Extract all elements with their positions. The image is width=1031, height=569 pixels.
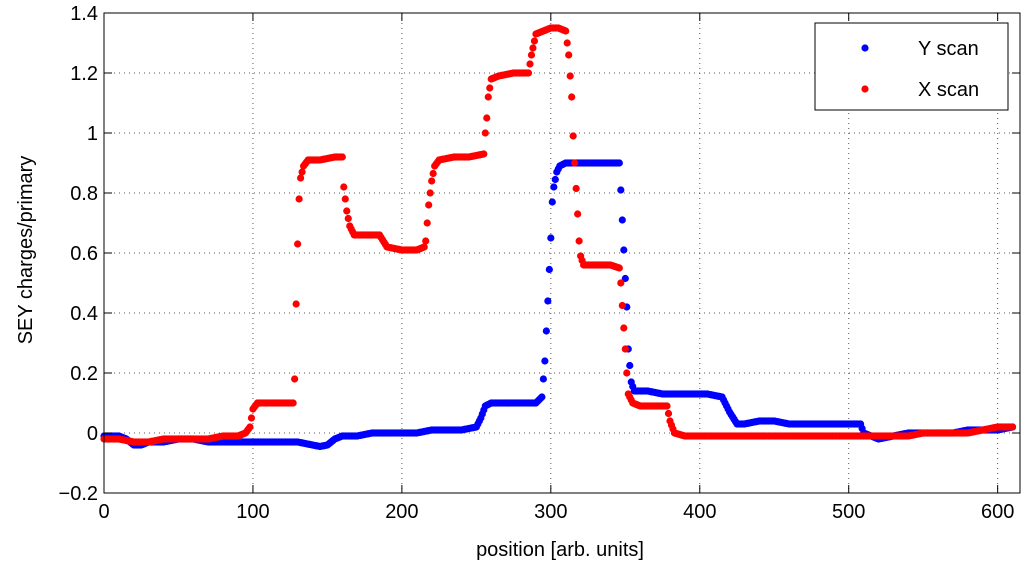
data-point bbox=[546, 266, 553, 273]
legend-label-y-scan: Y scan bbox=[918, 38, 979, 60]
y-tick-label: 0.4 bbox=[70, 303, 98, 325]
data-point bbox=[616, 264, 623, 271]
data-point bbox=[290, 399, 297, 406]
data-point bbox=[541, 357, 548, 364]
data-point bbox=[424, 219, 431, 226]
x-axis-label: position [arb. units] bbox=[476, 539, 644, 561]
data-point bbox=[291, 375, 298, 382]
data-point bbox=[529, 44, 536, 51]
y-tick-label: −0.2 bbox=[59, 483, 98, 505]
data-point bbox=[619, 216, 626, 223]
legend: Y scan X scan bbox=[815, 23, 1008, 110]
data-point bbox=[528, 51, 535, 58]
data-point bbox=[626, 362, 633, 369]
y-tick-label: 1.2 bbox=[70, 63, 98, 85]
data-point bbox=[540, 375, 547, 382]
data-point bbox=[246, 423, 253, 430]
x-tick-label: 500 bbox=[832, 501, 865, 523]
data-point bbox=[576, 237, 583, 244]
data-point bbox=[567, 72, 574, 79]
y-tick-label: 1 bbox=[87, 123, 98, 145]
data-point bbox=[485, 93, 492, 100]
x-tick-label: 100 bbox=[236, 501, 269, 523]
data-point bbox=[617, 279, 624, 286]
data-point bbox=[538, 393, 545, 400]
data-point bbox=[665, 410, 672, 417]
data-point bbox=[421, 243, 428, 250]
data-point bbox=[345, 215, 352, 222]
data-point bbox=[486, 84, 493, 91]
data-point bbox=[547, 234, 554, 241]
data-point bbox=[293, 300, 300, 307]
data-point bbox=[552, 176, 559, 183]
data-point bbox=[544, 297, 551, 304]
data-point bbox=[422, 237, 429, 244]
data-point bbox=[296, 195, 303, 202]
x-tick-label: 400 bbox=[683, 501, 716, 523]
data-point bbox=[543, 327, 550, 334]
legend-label-x-scan: X scan bbox=[918, 79, 979, 101]
x-tick-label: 200 bbox=[385, 501, 418, 523]
data-point bbox=[298, 168, 305, 175]
x-tick-label: 300 bbox=[534, 501, 567, 523]
legend-marker-y-scan bbox=[861, 44, 868, 51]
data-point bbox=[571, 159, 578, 166]
data-point bbox=[525, 69, 532, 76]
data-point bbox=[294, 240, 301, 247]
y-axis-label: SEY charges/primary bbox=[15, 156, 37, 345]
x-tick-label: 600 bbox=[981, 501, 1014, 523]
data-point bbox=[663, 402, 670, 409]
y-tick-label: 1.4 bbox=[70, 3, 98, 25]
data-point bbox=[1009, 423, 1016, 430]
data-point bbox=[620, 246, 627, 253]
data-point bbox=[562, 27, 569, 34]
data-point bbox=[343, 207, 350, 214]
data-point bbox=[297, 174, 304, 181]
y-tick-label: 0 bbox=[87, 423, 98, 445]
y-tick-label: 0.8 bbox=[70, 183, 98, 205]
data-point bbox=[573, 185, 580, 192]
data-point bbox=[425, 201, 432, 208]
data-point bbox=[430, 170, 437, 177]
data-point bbox=[427, 189, 434, 196]
data-point bbox=[526, 60, 533, 67]
data-point bbox=[574, 210, 581, 217]
data-point bbox=[617, 186, 624, 193]
y-tick-label: 0.2 bbox=[70, 363, 98, 385]
data-point bbox=[616, 159, 623, 166]
data-point bbox=[564, 39, 571, 46]
data-point bbox=[568, 93, 575, 100]
data-point bbox=[339, 153, 346, 160]
data-point bbox=[480, 150, 487, 157]
data-point bbox=[549, 198, 556, 205]
data-point bbox=[428, 177, 435, 184]
legend-marker-x-scan bbox=[861, 85, 868, 92]
data-point bbox=[482, 129, 489, 136]
y-tick-label: 0.6 bbox=[70, 243, 98, 265]
data-point bbox=[622, 345, 629, 352]
data-point bbox=[619, 302, 626, 309]
data-point bbox=[483, 114, 490, 121]
data-point bbox=[531, 37, 538, 44]
data-point bbox=[623, 369, 630, 376]
data-point bbox=[342, 195, 349, 202]
data-point bbox=[620, 324, 627, 331]
data-point bbox=[570, 132, 577, 139]
data-point bbox=[340, 183, 347, 190]
x-tick-label: 0 bbox=[98, 501, 109, 523]
data-point bbox=[565, 51, 572, 58]
data-point bbox=[550, 183, 557, 190]
data-point bbox=[248, 414, 255, 421]
